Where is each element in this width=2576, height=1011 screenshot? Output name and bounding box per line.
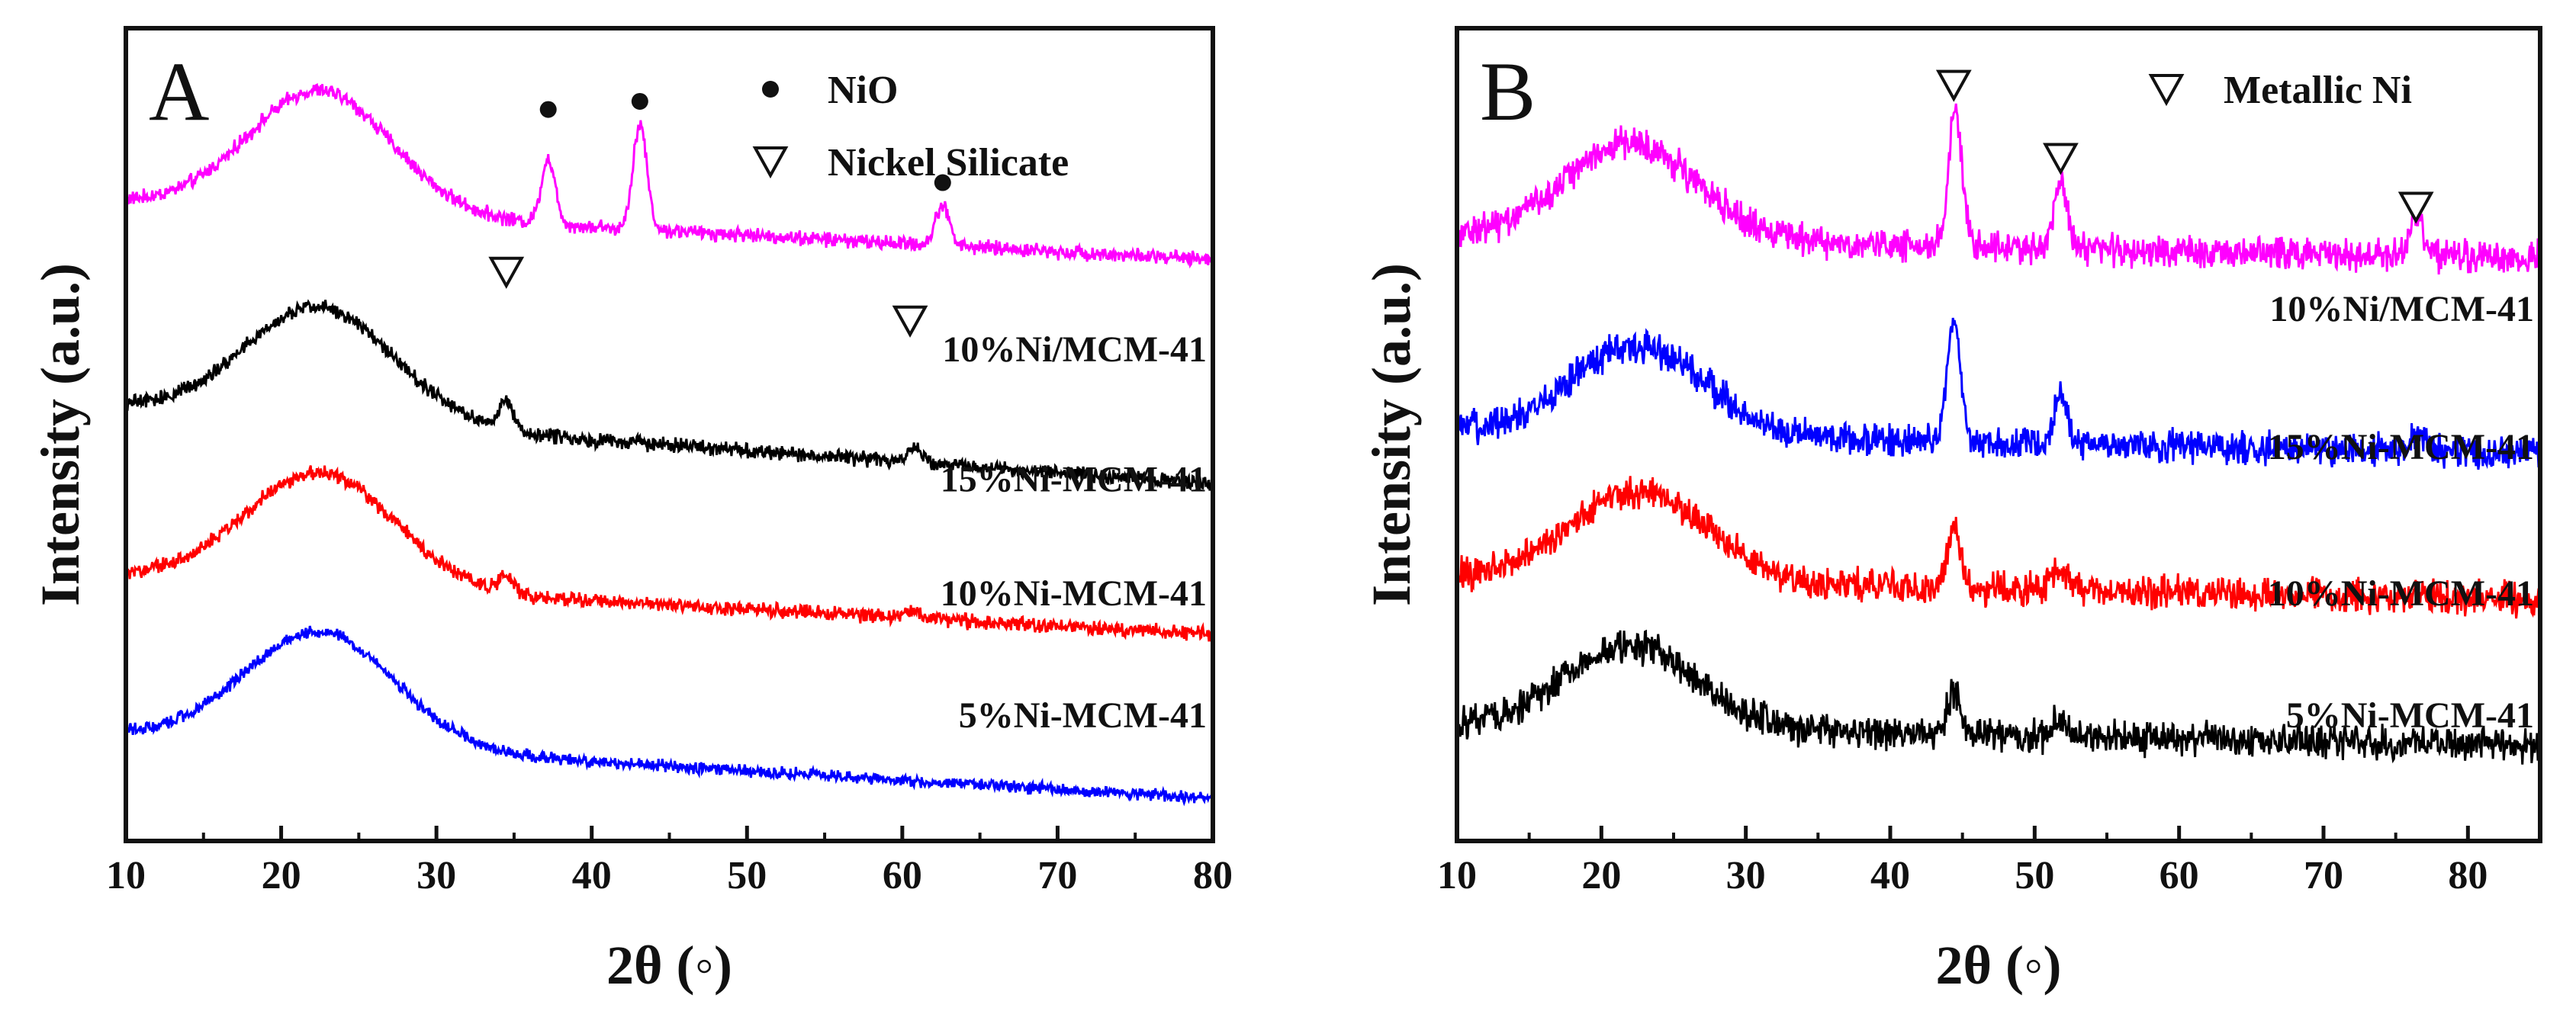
peak-triangle-marker xyxy=(892,305,928,338)
panel-b: 10%Ni/MCM-41 15%Ni-MCM-41 10%Ni-MCM-41 5%Ni… xyxy=(1361,26,2542,996)
series-line xyxy=(124,82,1214,269)
series-label: 10%Ni/MCM-41 xyxy=(2269,289,2534,329)
series-line xyxy=(124,299,1214,491)
panel-label: B xyxy=(1480,45,1536,138)
legend-label: NiO xyxy=(828,69,898,112)
peak-triangle-marker xyxy=(2043,143,2079,175)
y-axis-title: Intensity (a.u.) xyxy=(1361,263,1422,606)
series-label: 10%Ni-MCM-41 xyxy=(941,573,1207,614)
x-tick-label: 70 xyxy=(2304,854,2343,897)
nio-peak-marker xyxy=(539,101,557,118)
panel-a: 10%Ni/MCM-41 15%Ni-MCM-41 10%Ni-MCM-41 5%Ni… xyxy=(30,26,1233,996)
x-tick-label: 50 xyxy=(2015,854,2054,897)
series-label: 10%Ni/MCM-41 xyxy=(942,329,1207,370)
x-axis-title: 2θ (◦) xyxy=(1935,935,2061,996)
legend-triangle-icon xyxy=(2148,74,2185,107)
series-label: 10%Ni-MCM-41 xyxy=(2268,573,2534,614)
panel-label: A xyxy=(149,45,209,138)
y-axis-title: Intensity (a.u.) xyxy=(30,263,91,606)
series-line xyxy=(124,465,1214,642)
x-tick-label: 60 xyxy=(883,854,922,897)
series-label: 5%Ni-MCM-41 xyxy=(959,695,1207,736)
x-tick-label: 80 xyxy=(2448,854,2488,897)
x-tick-label: 40 xyxy=(572,854,612,897)
series-label: 5%Ni-MCM-41 xyxy=(2286,695,2534,736)
legend-triangle-icon xyxy=(752,146,789,179)
legend-dot-icon xyxy=(762,81,779,98)
series-label: 15%Ni-MCM-41 xyxy=(2268,427,2534,467)
peak-triangle-marker xyxy=(488,256,525,289)
series-line xyxy=(1455,103,2542,275)
x-tick-label: 60 xyxy=(2160,854,2199,897)
peak-triangle-marker xyxy=(2398,191,2434,224)
series-label: 15%Ni-MCM-41 xyxy=(941,460,1207,500)
series-line xyxy=(1455,629,2542,765)
x-tick-label: 80 xyxy=(1193,854,1233,897)
nio-peak-marker xyxy=(631,92,648,110)
x-tick-label: 10 xyxy=(1437,854,1477,897)
nio-peak-marker xyxy=(934,174,951,191)
series-line xyxy=(1455,317,2542,470)
x-tick-label: 40 xyxy=(1870,854,1910,897)
x-axis-title: 2θ (◦) xyxy=(606,935,732,996)
x-tick-label: 70 xyxy=(1037,854,1077,897)
legend-label: Metallic Ni xyxy=(2224,69,2412,112)
plot-frame xyxy=(1455,26,2542,843)
series-line xyxy=(1455,476,2542,619)
legend-label: Nickel Silicate xyxy=(828,141,1069,185)
peak-triangle-marker xyxy=(1935,69,1972,102)
x-tick-label: 20 xyxy=(1581,854,1621,897)
x-tick-label: 50 xyxy=(727,854,767,897)
x-tick-label: 10 xyxy=(106,854,146,897)
x-tick-label: 30 xyxy=(416,854,456,897)
x-tick-label: 30 xyxy=(1726,854,1766,897)
series-line xyxy=(124,625,1214,807)
x-tick-label: 20 xyxy=(262,854,301,897)
